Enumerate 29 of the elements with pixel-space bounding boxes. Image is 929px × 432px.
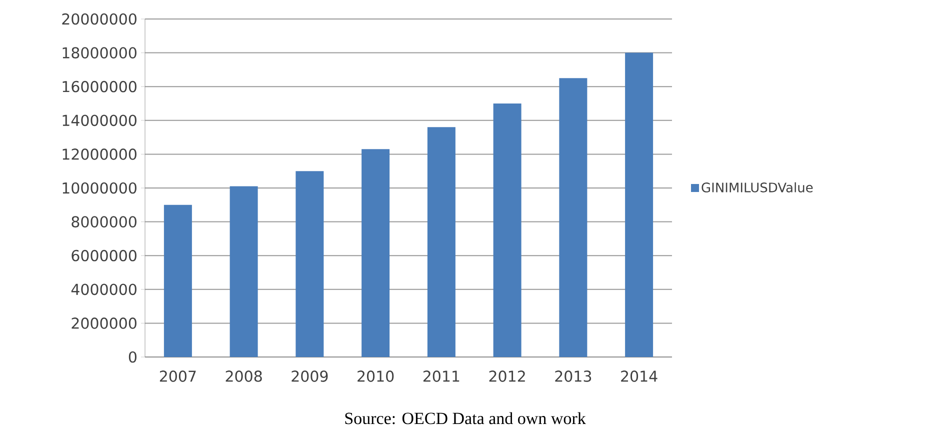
- y-tick-label: 12000000: [62, 148, 136, 160]
- y-tick-label: 6000000: [72, 250, 136, 262]
- bar: [164, 204, 192, 357]
- x-tick-label: 2014: [621, 370, 658, 382]
- x-tick-label: 2007: [160, 370, 196, 382]
- x-tick-label: 2010: [358, 370, 394, 382]
- y-tick-label: 4000000: [71, 284, 136, 296]
- y-tick-label: 14000000: [62, 114, 136, 126]
- y-tick-label: 2000000: [72, 318, 136, 329]
- bar: [559, 78, 588, 357]
- bar: [230, 186, 258, 357]
- bar: [296, 171, 324, 357]
- y-tick-label: 16000000: [62, 80, 136, 92]
- y-tick-label: 18000000: [62, 47, 136, 58]
- x-tick-label: 2008: [226, 370, 262, 382]
- x-tick-label: 2013: [555, 370, 592, 382]
- bar: [493, 104, 522, 357]
- legend-label: GINIMILUSDValue: [702, 182, 813, 192]
- x-tick-label: 2012: [489, 370, 525, 382]
- x-tick-label: 2009: [292, 370, 328, 382]
- source-note: Source: OECD Data and own work: [345, 412, 586, 424]
- y-tick-label: 8000000: [72, 216, 136, 228]
- y-tick-label: 20000000: [62, 13, 136, 25]
- bar: [362, 149, 390, 357]
- bar: [625, 52, 654, 357]
- x-tick-label: 2011: [423, 370, 460, 382]
- y-tick-label: 0: [128, 351, 136, 363]
- y-tick-label: 10000000: [62, 182, 136, 194]
- bar: [427, 127, 456, 357]
